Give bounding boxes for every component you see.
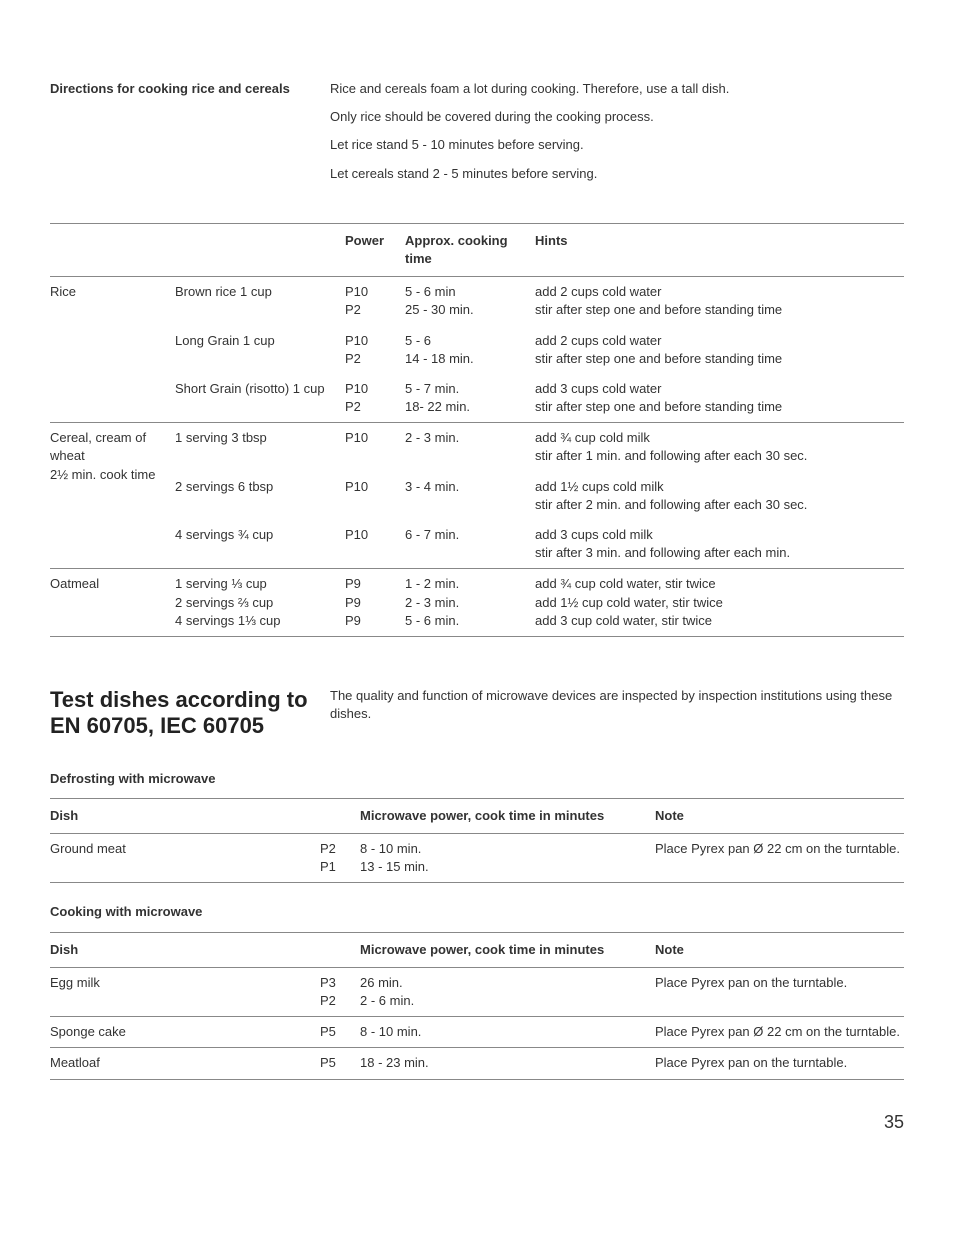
table-cell: P10P2 (345, 374, 405, 423)
test-dishes-intro: The quality and function of microwave de… (330, 687, 904, 723)
table-cell: Egg milk (50, 967, 320, 1016)
table-cell: add 1½ cups cold milkstir after 2 min. a… (535, 472, 904, 520)
table-cell: add 2 cups cold waterstir after step one… (535, 277, 904, 326)
directions-line: Only rice should be covered during the c… (330, 108, 904, 126)
table-row: Oatmeal1 serving ⅓ cup2 servings ⅔ cup4 … (50, 569, 904, 637)
table-cell: 8 - 10 min. (360, 1017, 655, 1048)
table-cell: P2P1 (320, 834, 360, 883)
table-cell: P10 (345, 472, 405, 520)
table-row: 4 servings ¾ cupP106 - 7 min.add 3 cups … (50, 520, 904, 569)
table-cell: 5 - 6 min25 - 30 min. (405, 277, 535, 326)
directions-section: Directions for cooking rice and cereals … (50, 80, 904, 193)
table-cell: Place Pyrex pan Ø 22 cm on the turntable… (655, 834, 904, 883)
table-row: MeatloafP518 - 23 min.Place Pyrex pan on… (50, 1048, 904, 1079)
col-note: Note (655, 798, 904, 833)
table-cell: P10P2 (345, 326, 405, 374)
table-row: Cereal, cream of wheat2½ min. cook time1… (50, 423, 904, 472)
col-note: Note (655, 932, 904, 967)
test-dishes-heading: Test dishes according to EN 60705, IEC 6… (50, 687, 330, 740)
table-cell: 5 - 614 - 18 min. (405, 326, 535, 374)
table-cell: Place Pyrex pan Ø 22 cm on the turntable… (655, 1017, 904, 1048)
table-row: Sponge cakeP58 - 10 min.Place Pyrex pan … (50, 1017, 904, 1048)
table-row: RiceBrown rice 1 cupP10P25 - 6 min25 - 3… (50, 277, 904, 326)
table-cell: Sponge cake (50, 1017, 320, 1048)
test-dishes-section: Test dishes according to EN 60705, IEC 6… (50, 687, 904, 740)
table-cell: 1 - 2 min.2 - 3 min.5 - 6 min. (405, 569, 535, 637)
table-cell: Place Pyrex pan on the turntable. (655, 1048, 904, 1079)
table-row: 2 servings 6 tbspP103 - 4 min.add 1½ cup… (50, 472, 904, 520)
table-cell: Rice (50, 277, 175, 423)
page-number: 35 (50, 1110, 904, 1135)
directions-title: Directions for cooking rice and cereals (50, 80, 330, 98)
col-dish: Dish (50, 932, 320, 967)
table-cell: P10P2 (345, 277, 405, 326)
table-row: Long Grain 1 cupP10P25 - 614 - 18 min.ad… (50, 326, 904, 374)
table-cell: add ¾ cup cold water, stir twiceadd 1½ c… (535, 569, 904, 637)
table-cell: P10 (345, 423, 405, 472)
table-cell: P3P2 (320, 967, 360, 1016)
col-mp: Microwave power, cook time in minutes (360, 798, 655, 833)
table-cell: Place Pyrex pan on the turntable. (655, 967, 904, 1016)
col-time: Approx. cooking time (405, 223, 535, 276)
table-cell: 3 - 4 min. (405, 472, 535, 520)
table-cell: P5 (320, 1048, 360, 1079)
table-cell: add ¾ cup cold milkstir after 1 min. and… (535, 423, 904, 472)
table-cell: 2 servings 6 tbsp (175, 472, 345, 520)
cook-title: Cooking with microwave (50, 903, 904, 921)
defrost-table: Dish Microwave power, cook time in minut… (50, 798, 904, 884)
directions-line: Rice and cereals foam a lot during cooki… (330, 80, 904, 98)
table-cell: 8 - 10 min.13 - 15 min. (360, 834, 655, 883)
table-row: Ground meatP2P18 - 10 min.13 - 15 min.Pl… (50, 834, 904, 883)
table-cell: 26 min.2 - 6 min. (360, 967, 655, 1016)
col-power: Power (345, 223, 405, 276)
table-cell: Meatloaf (50, 1048, 320, 1079)
table-cell: 2 - 3 min. (405, 423, 535, 472)
col-mp: Microwave power, cook time in minutes (360, 932, 655, 967)
col-dish: Dish (50, 798, 320, 833)
cook-table: Dish Microwave power, cook time in minut… (50, 932, 904, 1080)
table-row: Short Grain (risotto) 1 cupP10P25 - 7 mi… (50, 374, 904, 423)
directions-line: Let cereals stand 2 - 5 minutes before s… (330, 165, 904, 183)
table-cell: Short Grain (risotto) 1 cup (175, 374, 345, 423)
table-cell: Cereal, cream of wheat2½ min. cook time (50, 423, 175, 569)
table-cell: 1 serving 3 tbsp (175, 423, 345, 472)
cooking-table: Power Approx. cooking time Hints RiceBro… (50, 223, 904, 637)
table-cell: Oatmeal (50, 569, 175, 637)
table-cell: Brown rice 1 cup (175, 277, 345, 326)
table-cell: 4 servings ¾ cup (175, 520, 345, 569)
col-hints: Hints (535, 223, 904, 276)
table-cell: 6 - 7 min. (405, 520, 535, 569)
table-cell: P10 (345, 520, 405, 569)
defrost-title: Defrosting with microwave (50, 770, 904, 788)
table-cell: Ground meat (50, 834, 320, 883)
table-cell: 18 - 23 min. (360, 1048, 655, 1079)
table-cell: P9P9P9 (345, 569, 405, 637)
table-cell: add 3 cups cold milkstir after 3 min. an… (535, 520, 904, 569)
table-cell: 5 - 7 min.18- 22 min. (405, 374, 535, 423)
directions-line: Let rice stand 5 - 10 minutes before ser… (330, 136, 904, 154)
table-cell: add 3 cups cold waterstir after step one… (535, 374, 904, 423)
table-row: Egg milkP3P226 min.2 - 6 min.Place Pyrex… (50, 967, 904, 1016)
table-cell: add 2 cups cold waterstir after step one… (535, 326, 904, 374)
table-cell: P5 (320, 1017, 360, 1048)
table-cell: Long Grain 1 cup (175, 326, 345, 374)
table-cell: 1 serving ⅓ cup2 servings ⅔ cup4 serving… (175, 569, 345, 637)
